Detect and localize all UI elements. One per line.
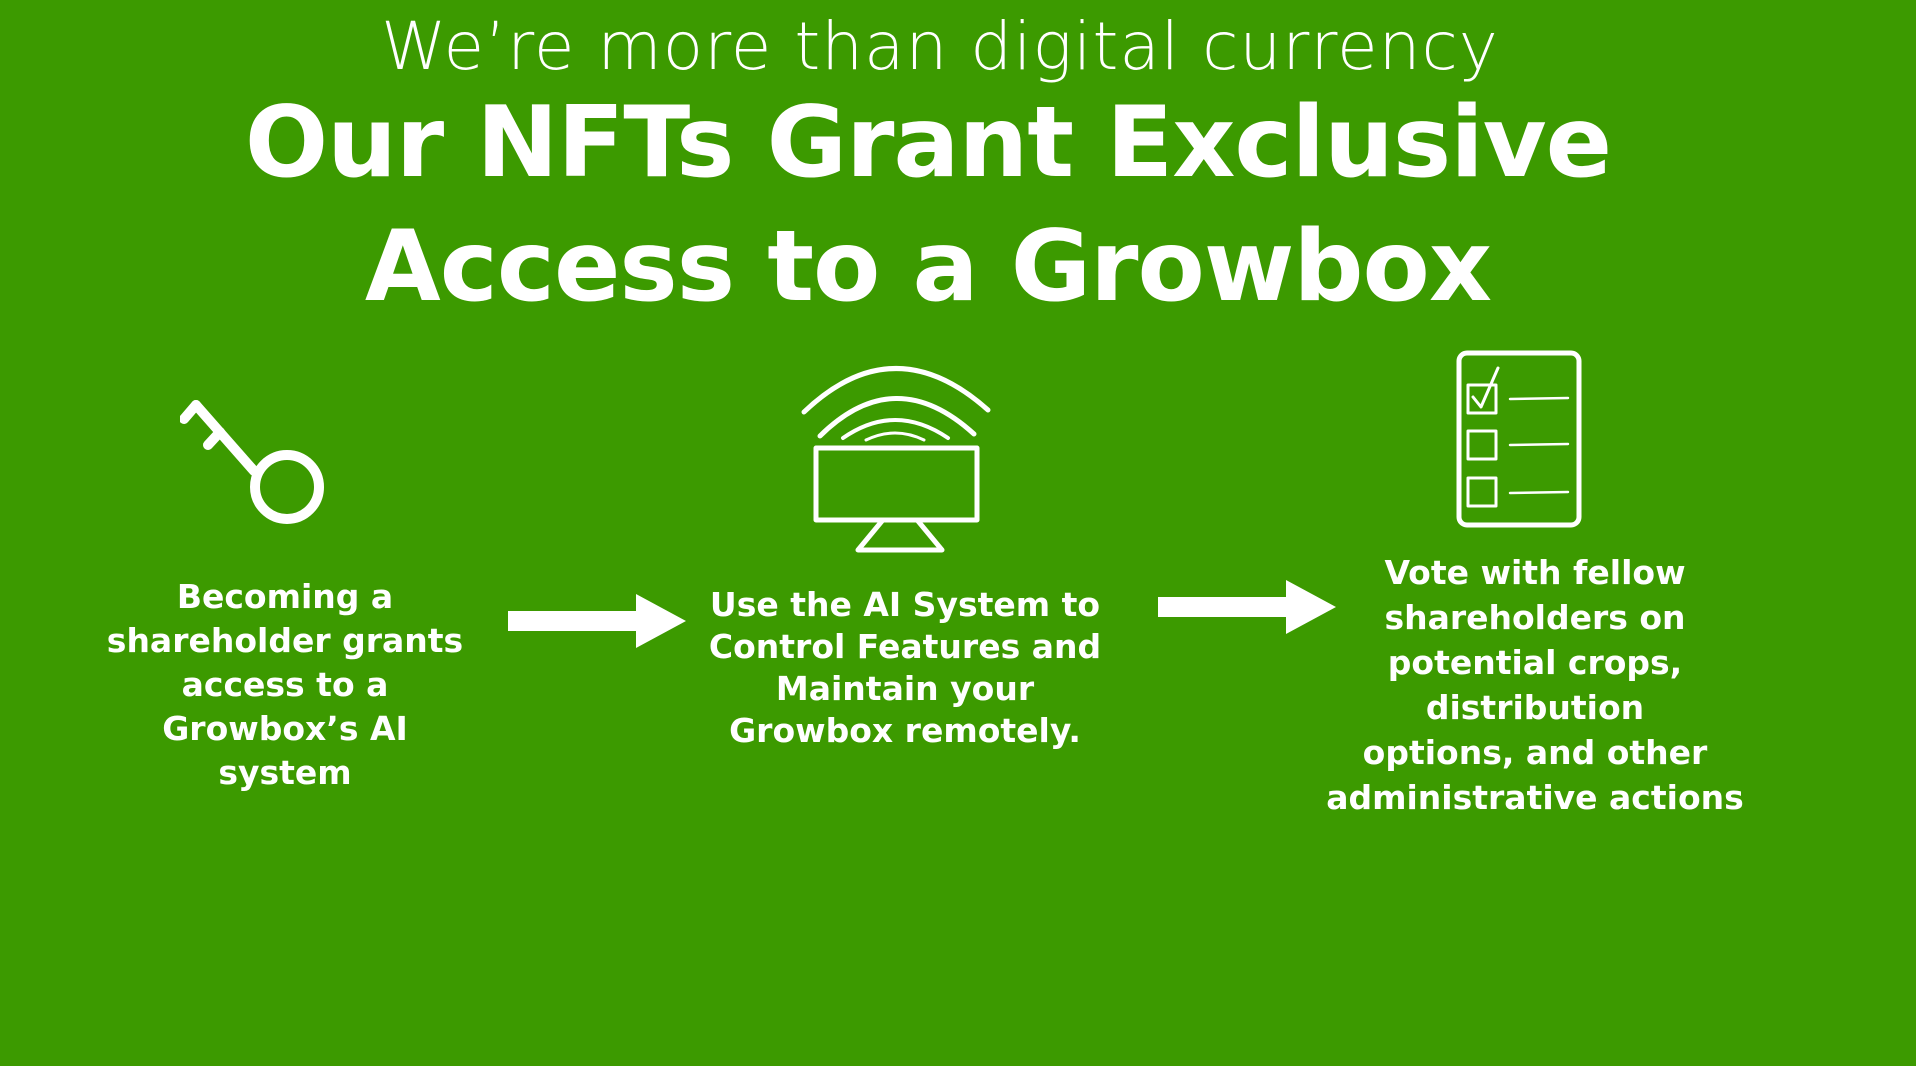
headline-line-2: Access to a Growbox xyxy=(364,210,1492,324)
arrow-right-2 xyxy=(1158,580,1336,634)
remote-monitor-icon xyxy=(801,366,991,553)
key-icon xyxy=(180,400,324,524)
checklist-icon xyxy=(1456,350,1582,528)
step-3-text: Vote with fellow shareholders on potenti… xyxy=(1326,553,1744,817)
step-2-text: Use the AI System to Control Features an… xyxy=(708,585,1102,750)
step-1-text: Becoming a shareholder grants access to … xyxy=(106,577,464,792)
arrow-right-1 xyxy=(508,594,686,648)
subtitle: We’re more than digital currency xyxy=(381,8,1499,85)
headline-line-1: Our NFTs Grant Exclusive xyxy=(244,86,1612,200)
